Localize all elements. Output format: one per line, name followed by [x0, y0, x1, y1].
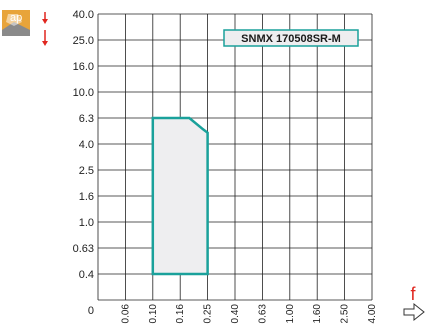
x-tick-label: 1.00 [285, 304, 296, 324]
ap-axis-label: ap [10, 12, 22, 24]
y-tick-label: 0.4 [79, 269, 94, 281]
x-tick-labels: 0.06 0.10 0.16 0.25 0.40 0.63 1.00 1.60 2.50 4.00 [120, 304, 378, 324]
application-region [151, 116, 209, 276]
y-tick-label: 0 [88, 305, 94, 317]
x-tick-label: 1.60 [312, 304, 323, 324]
x-tick-label: 0.25 [203, 304, 214, 324]
y-tick-labels: 0 0.4 0.63 1.0 1.6 2.5 4.0 6.3 10.0 16.0 25.0 40.0 [73, 9, 94, 317]
x-tick-label: 0.16 [175, 304, 186, 324]
x-tick-label: 0.10 [148, 304, 159, 324]
y-tick-label: 1.6 [79, 191, 94, 203]
y-tick-label: 10.0 [73, 87, 94, 99]
y-tick-label: 40.0 [73, 9, 94, 21]
x-tick-label: 2.50 [340, 304, 351, 324]
chart-icon: ap [2, 10, 48, 46]
y-tick-label: 2.5 [79, 165, 94, 177]
x-tick-label: 0.63 [257, 304, 268, 324]
series-label-box: SNMX 170508SR-M [223, 29, 359, 47]
arrow-right-icon [403, 302, 425, 322]
grid [97, 13, 373, 301]
y-tick-label: 6.3 [79, 113, 94, 125]
x-tick-label: 0.40 [230, 304, 241, 324]
y-tick-label: 1.0 [79, 217, 94, 229]
y-tick-label: 4.0 [79, 139, 94, 151]
y-tick-label: 16.0 [73, 61, 94, 73]
y-tick-label: 0.63 [73, 243, 94, 255]
region-layer [151, 116, 209, 276]
x-tick-label: 0.06 [120, 304, 131, 324]
x-tick-label: 4.00 [367, 304, 378, 324]
series-label: SNMX 170508SR-M [241, 33, 341, 45]
x-axis-label: f [410, 284, 416, 304]
y-tick-label: 25.0 [73, 35, 94, 47]
